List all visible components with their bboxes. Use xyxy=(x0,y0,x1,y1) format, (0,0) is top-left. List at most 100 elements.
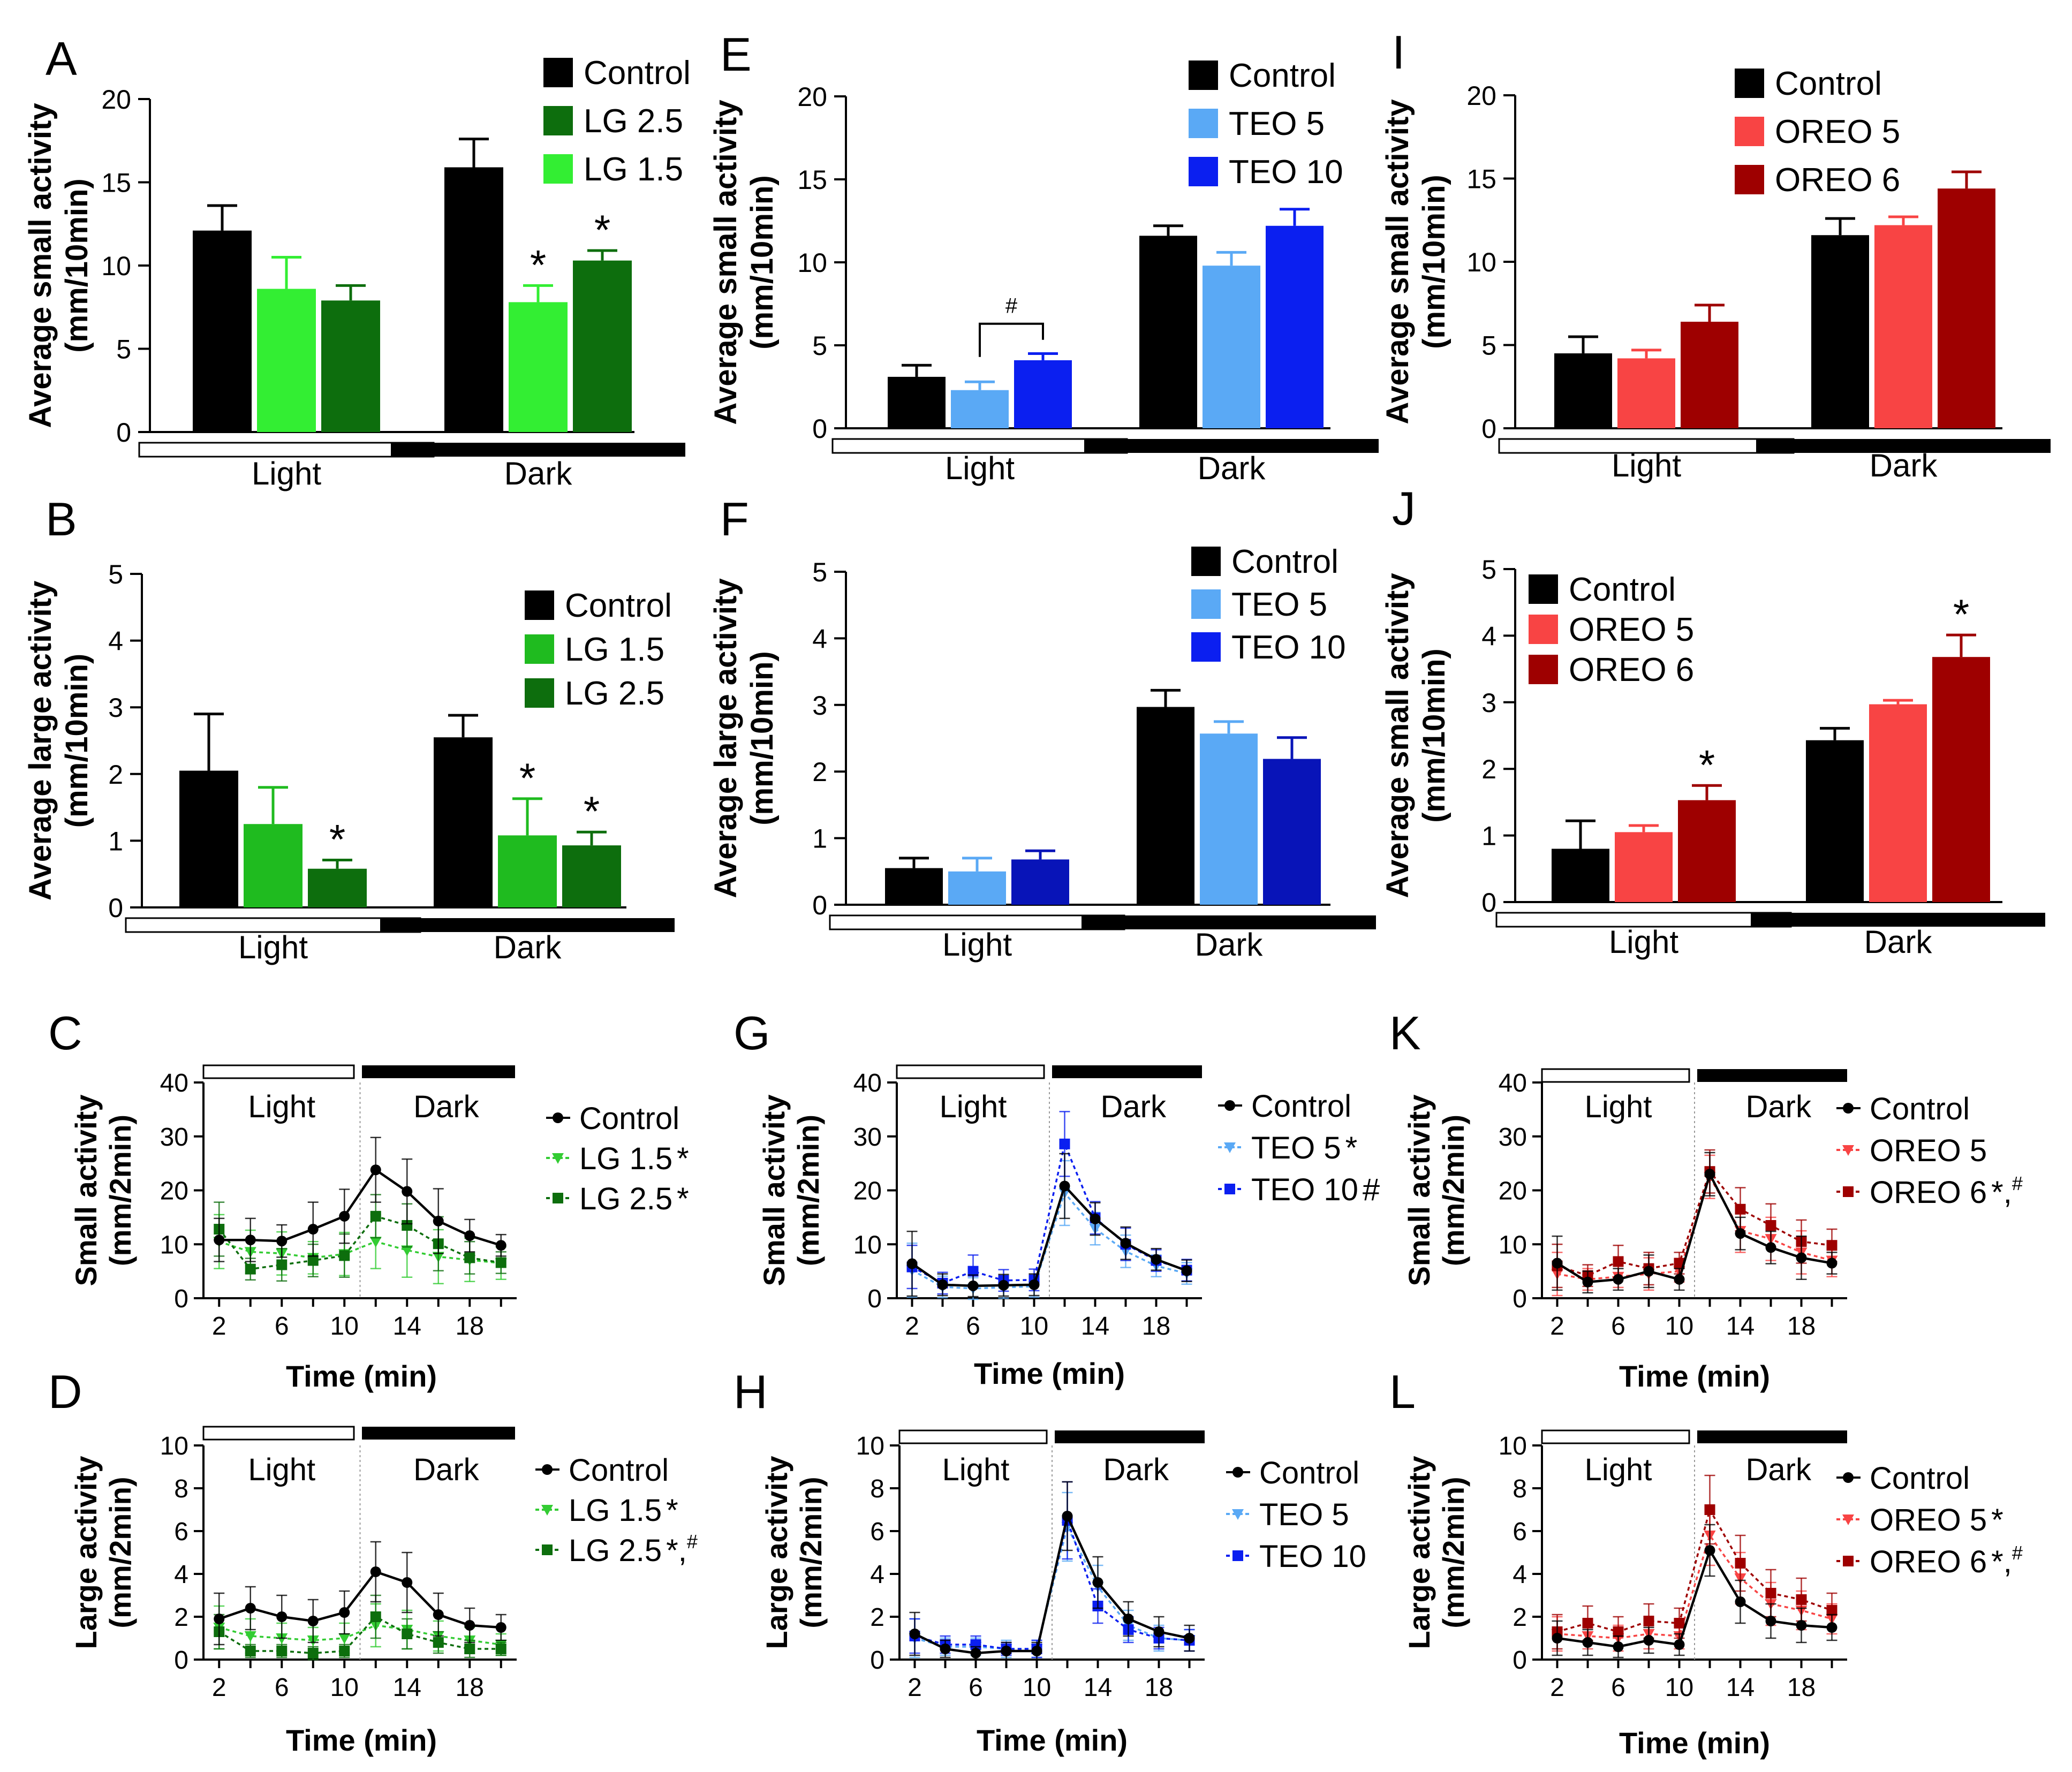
data-point xyxy=(1843,1186,1854,1197)
y-tick-label: 0 xyxy=(108,893,123,923)
category-label: Dark xyxy=(1870,448,1938,483)
x-tick-label: 2 xyxy=(1550,1312,1564,1341)
data-point xyxy=(433,1609,444,1620)
data-point xyxy=(1552,1633,1563,1644)
data-point xyxy=(1232,1509,1244,1520)
dark-phase-bar xyxy=(1082,915,1376,929)
y-tick-label: 8 xyxy=(870,1475,884,1503)
series-teo-5 xyxy=(909,1491,1196,1659)
x-axis-label: Time (min) xyxy=(286,1723,437,1757)
data-point xyxy=(1059,1138,1070,1149)
legend-label: LG 1.5 * xyxy=(579,1141,689,1176)
series-line xyxy=(1556,1171,1832,1284)
series-control xyxy=(214,1541,506,1646)
bar-control xyxy=(888,376,946,428)
legend-significance: * xyxy=(666,1493,678,1528)
light-phase-bar xyxy=(898,1429,1048,1444)
y-tick-label: 5 xyxy=(812,331,827,361)
significance-mark: * xyxy=(519,754,535,801)
legend-label: TEO 10 xyxy=(1231,629,1346,666)
y-axis-label-units: (mm/10min) xyxy=(1417,648,1451,823)
data-point xyxy=(1613,1641,1624,1652)
x-tick-label: 14 xyxy=(393,1673,421,1702)
data-point xyxy=(1224,1184,1235,1194)
y-tick-label: 15 xyxy=(101,168,131,198)
x-tick-label: 6 xyxy=(1611,1673,1625,1702)
y-tick-label: 5 xyxy=(812,557,827,587)
y-tick-label: 5 xyxy=(116,335,131,365)
data-point xyxy=(1031,1646,1042,1656)
category-label: Light xyxy=(1609,924,1678,960)
panel-letter-K: K xyxy=(1389,1006,1421,1059)
data-point xyxy=(1643,1635,1654,1646)
bar-control xyxy=(444,167,503,432)
bar-lg-2.5 xyxy=(257,289,316,432)
legend-significance: * xyxy=(1991,1175,2003,1210)
data-point xyxy=(276,1259,288,1270)
legend-swatch xyxy=(1191,589,1221,619)
y-tick-label: 2 xyxy=(812,757,827,787)
data-point xyxy=(1826,1258,1837,1269)
data-point xyxy=(1184,1633,1195,1644)
y-tick-label: 0 xyxy=(1481,414,1496,444)
data-point xyxy=(1613,1274,1624,1285)
x-tick-label: 2 xyxy=(212,1312,226,1341)
phase-label-dark: Dark xyxy=(413,1089,479,1124)
series-control xyxy=(906,1153,1192,1298)
data-point xyxy=(1796,1594,1807,1605)
legend-label: Control xyxy=(584,55,691,92)
panel-letter-J: J xyxy=(1392,482,1416,535)
legend-label: LG 1.5 xyxy=(584,151,683,188)
data-point xyxy=(937,1279,948,1290)
x-tick-label: 14 xyxy=(393,1312,421,1341)
panel-letter-H: H xyxy=(733,1365,768,1418)
data-point xyxy=(1704,1169,1715,1180)
data-point xyxy=(1232,1550,1243,1561)
y-tick-label: 1 xyxy=(108,826,123,856)
y-tick-label: 1 xyxy=(1481,821,1496,851)
y-tick-label: 3 xyxy=(108,693,123,723)
x-tick-label: 6 xyxy=(1611,1312,1625,1341)
y-axis-label: Average large activity xyxy=(23,581,58,901)
data-point xyxy=(542,1464,553,1475)
data-point xyxy=(1552,1258,1563,1269)
data-point xyxy=(541,1505,553,1516)
legend-label: LG 1.5 * xyxy=(569,1493,678,1528)
light-phase-bar xyxy=(202,1064,355,1079)
panel-B: B 0 1 2 3 4 5 Average large activity (mm/10min) *… xyxy=(23,493,675,965)
series-line xyxy=(218,1624,501,1646)
y-tick-label: 10 xyxy=(853,1231,882,1259)
data-point xyxy=(1582,1637,1593,1648)
bar-oreo-6 xyxy=(1932,657,1990,902)
data-point xyxy=(1843,1556,1854,1566)
dark-phase-bar xyxy=(391,443,685,457)
data-point xyxy=(433,1637,444,1648)
bar-teo-5 xyxy=(1203,266,1260,428)
data-point xyxy=(542,1544,553,1555)
data-point xyxy=(553,1112,563,1123)
y-tick-label: 0 xyxy=(1481,888,1496,918)
data-point xyxy=(245,1646,256,1656)
legend-label: LG 2.5 * xyxy=(579,1182,689,1216)
data-point xyxy=(495,1240,506,1251)
y-tick-label: 10 xyxy=(856,1432,884,1460)
data-point xyxy=(553,1193,563,1203)
bar-oreo-6 xyxy=(1681,321,1738,428)
bar-control xyxy=(1806,740,1864,902)
y-axis-label-units: (mm/2min) xyxy=(103,1115,137,1266)
dark-phase-bar xyxy=(362,1065,515,1078)
y-axis-label: Average small activity xyxy=(23,103,58,428)
data-point xyxy=(1826,1240,1837,1251)
data-point xyxy=(307,1224,319,1235)
data-point xyxy=(369,1237,382,1248)
data-point xyxy=(1826,1605,1837,1616)
data-point xyxy=(1765,1242,1776,1253)
series-line xyxy=(1556,1169,1832,1277)
data-point xyxy=(970,1648,981,1659)
data-point xyxy=(967,1266,979,1277)
category-label: Light xyxy=(238,929,308,965)
y-tick-label: 8 xyxy=(174,1475,188,1503)
x-tick-label: 18 xyxy=(456,1673,484,1702)
phase-label-dark: Dark xyxy=(413,1452,479,1487)
